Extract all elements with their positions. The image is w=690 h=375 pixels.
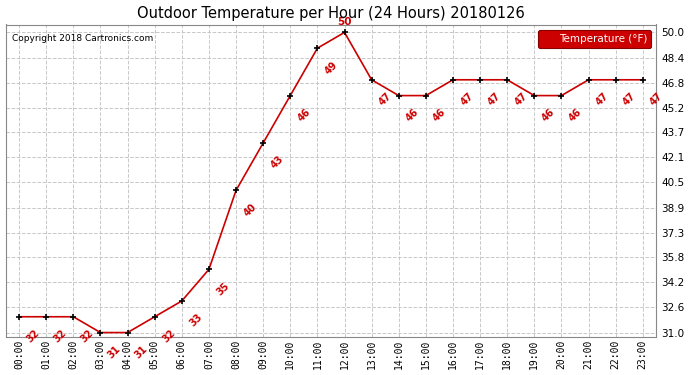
Text: 47: 47 [594,91,611,108]
Text: 32: 32 [25,328,41,345]
Text: 46: 46 [431,107,448,123]
Legend: Temperature (°F): Temperature (°F) [538,30,651,48]
Text: 47: 47 [621,91,638,108]
Text: 32: 32 [52,328,68,345]
Text: 31: 31 [133,344,150,360]
Text: 46: 46 [404,107,421,123]
Text: 32: 32 [160,328,177,345]
Text: 50: 50 [337,17,352,27]
Text: 32: 32 [79,328,95,345]
Text: 40: 40 [241,201,258,218]
Text: 49: 49 [323,59,339,76]
Text: 47: 47 [459,91,475,108]
Text: Copyright 2018 Cartronics.com: Copyright 2018 Cartronics.com [12,34,153,43]
Text: 46: 46 [296,107,313,123]
Text: 43: 43 [268,154,286,171]
Title: Outdoor Temperature per Hour (24 Hours) 20180126: Outdoor Temperature per Hour (24 Hours) … [137,6,525,21]
Text: 46: 46 [540,107,557,123]
Text: 47: 47 [377,91,394,108]
Text: 47: 47 [513,91,529,108]
Text: 33: 33 [188,312,204,328]
Text: 31: 31 [106,344,123,360]
Text: 47: 47 [486,91,502,108]
Text: 47: 47 [649,91,665,108]
Text: 46: 46 [567,107,584,123]
Text: 35: 35 [215,280,231,297]
